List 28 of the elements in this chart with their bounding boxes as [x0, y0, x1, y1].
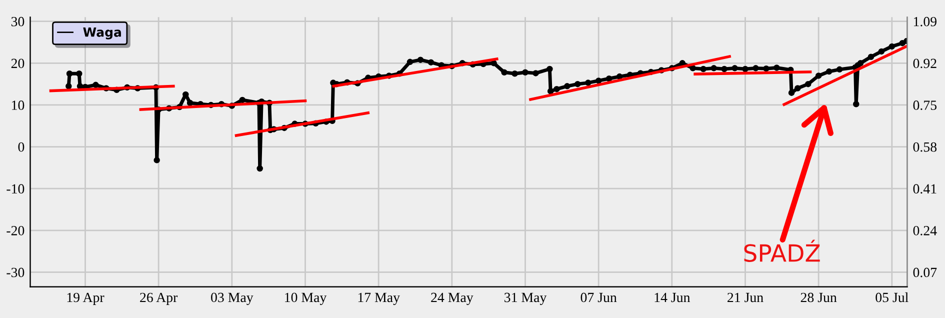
x-tick-label: 19 Apr: [67, 292, 104, 305]
x-tick-label: 17 May: [358, 292, 400, 305]
y-tick-label: 0: [18, 142, 24, 152]
x-tick-label: 10 May: [285, 292, 327, 305]
legend-label: Waga: [83, 28, 121, 40]
annotation: SPADŹ: [744, 240, 820, 262]
x-tick-label: 24 May: [431, 292, 474, 305]
x-tick-label: 05 Jul: [876, 292, 908, 302]
y-tick-label: 30: [11, 16, 24, 26]
x-tick-label: 28 Jun: [800, 292, 837, 302]
x-tick-label: 14 Jun: [654, 292, 690, 302]
y-tick-label: -30: [6, 268, 24, 278]
y2-tick-label: 0.24: [913, 226, 937, 236]
y2-tick-label: 0.41: [913, 184, 936, 194]
y-tick-label: -20: [6, 226, 24, 236]
x-tick-label: 26 Apr: [140, 292, 178, 305]
x-tick-label: 21 Jun: [728, 292, 764, 302]
y-tick-label: 10: [12, 100, 24, 110]
y2-tick-label: 0.75: [913, 100, 937, 110]
x-tick-label: 03 May: [211, 292, 254, 305]
x-tick-label: 07 Jun: [580, 292, 617, 302]
y2-tick-label: 0.58: [913, 142, 937, 152]
y2-tick-label: 0.92: [913, 58, 936, 68]
y2-tick-label: 0.07: [913, 268, 937, 278]
y-tick-label: -10: [6, 184, 24, 194]
y-tick-label: 20: [11, 58, 24, 68]
x-tick-label: 31 May: [504, 292, 547, 305]
y2-tick-label: 1.09: [914, 16, 936, 26]
